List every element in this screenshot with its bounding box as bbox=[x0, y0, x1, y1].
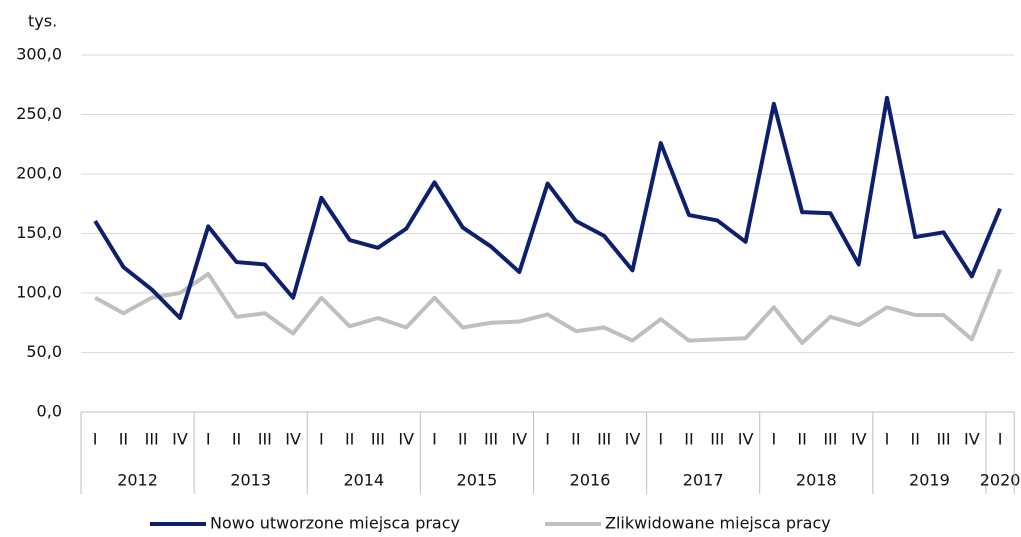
y-tick-label: 100,0 bbox=[16, 283, 62, 302]
x-tick-label: IV bbox=[512, 430, 528, 449]
x-tick-label: II bbox=[571, 430, 580, 449]
x-tick-label: I bbox=[772, 430, 777, 449]
x-tick-label: III bbox=[823, 430, 837, 449]
year-label: 2013 bbox=[230, 471, 271, 490]
x-tick-label: III bbox=[710, 430, 724, 449]
x-tick-label: III bbox=[484, 430, 498, 449]
year-label: 2012 bbox=[117, 471, 158, 490]
x-tick-label: I bbox=[998, 430, 1003, 449]
x-tick-label: II bbox=[797, 430, 806, 449]
year-label: 2017 bbox=[683, 471, 724, 490]
x-tick-label: III bbox=[597, 430, 611, 449]
y-tick-label: 300,0 bbox=[16, 45, 62, 64]
x-tick-label: IV bbox=[625, 430, 641, 449]
year-label: 2014 bbox=[343, 471, 384, 490]
x-tick-label: III bbox=[936, 430, 950, 449]
series-line bbox=[94, 268, 1002, 345]
x-tick-label: II bbox=[684, 430, 693, 449]
x-tick-label: IV bbox=[738, 430, 754, 449]
y-tick-label: 50,0 bbox=[26, 342, 62, 361]
y-unit-label: tys. bbox=[28, 12, 57, 31]
y-tick-label: 150,0 bbox=[16, 223, 62, 242]
x-tick-label: IV bbox=[964, 430, 980, 449]
y-tick-label: 0,0 bbox=[37, 402, 62, 421]
x-tick-label: I bbox=[319, 430, 324, 449]
x-tick-label: II bbox=[232, 430, 241, 449]
y-tick-label: 200,0 bbox=[16, 164, 62, 183]
x-tick-label: I bbox=[206, 430, 211, 449]
x-tick-label: III bbox=[371, 430, 385, 449]
x-tick-label: IV bbox=[851, 430, 867, 449]
x-tick-label: I bbox=[93, 430, 98, 449]
series-line bbox=[93, 95, 1002, 320]
x-tick-label: IV bbox=[285, 430, 301, 449]
year-label: 2015 bbox=[457, 471, 498, 490]
x-tick-label: IV bbox=[398, 430, 414, 449]
x-tick-label: II bbox=[345, 430, 354, 449]
legend-label: Zlikwidowane miejsca pracy bbox=[605, 514, 831, 533]
year-label: 2020 bbox=[980, 471, 1021, 490]
x-tick-label: II bbox=[911, 430, 920, 449]
x-tick-label: III bbox=[145, 430, 159, 449]
x-tick-label: I bbox=[658, 430, 663, 449]
x-tick-label: I bbox=[432, 430, 437, 449]
year-label: 2016 bbox=[570, 471, 611, 490]
legend-label: Nowo utworzone miejsca pracy bbox=[210, 514, 460, 533]
x-tick-label: I bbox=[885, 430, 890, 449]
x-tick-label: IV bbox=[172, 430, 188, 449]
x-tick-label: III bbox=[258, 430, 272, 449]
x-tick-label: I bbox=[545, 430, 550, 449]
y-tick-label: 250,0 bbox=[16, 104, 62, 123]
year-label: 2019 bbox=[909, 471, 950, 490]
x-tick-label: II bbox=[119, 430, 128, 449]
x-tick-label: II bbox=[458, 430, 467, 449]
year-label: 2018 bbox=[796, 471, 837, 490]
